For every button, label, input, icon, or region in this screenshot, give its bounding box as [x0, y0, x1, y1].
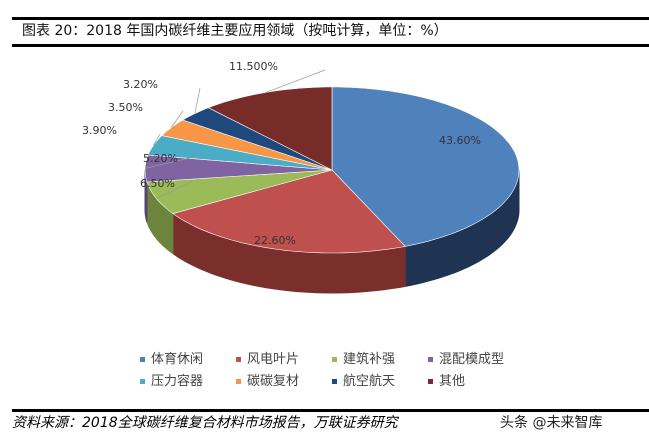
watermark: 头条 @未来智库 [500, 412, 603, 432]
data-label-3: 5.20% [143, 152, 178, 165]
data-label-0: 43.60% [439, 134, 481, 147]
legend-item: 压力容器 [140, 370, 236, 392]
legend-swatch [236, 357, 241, 362]
leader-line-2 [156, 180, 194, 199]
source-rule [12, 409, 649, 412]
leader-line-4 [153, 133, 161, 146]
title-rule [12, 44, 649, 47]
legend-item: 其他 [428, 370, 524, 392]
legend-item: 航空航天 [332, 370, 428, 392]
data-label-1: 22.60% [254, 234, 296, 247]
legend-item: 风电叶片 [236, 348, 332, 370]
legend-swatch [332, 379, 337, 384]
legend-label: 压力容器 [151, 374, 204, 389]
top-rule [12, 17, 649, 20]
legend-swatch [140, 379, 145, 384]
legend-item: 碳碳复材 [236, 370, 332, 392]
legend-label: 航空航天 [343, 374, 396, 389]
leader-line-7 [265, 69, 326, 93]
legend-label: 混配模成型 [439, 352, 505, 367]
legend-swatch [140, 357, 145, 362]
legend-label: 体育休闲 [151, 352, 204, 367]
legend-label: 碳碳复材 [247, 374, 300, 389]
legend-swatch [332, 357, 337, 362]
pie-chart: 43.60% 22.60% 6.50% 5.20% 3.90% 3.50% 3.20% 11.… [82, 60, 520, 294]
legend-swatch [428, 357, 433, 362]
data-label-4: 3.90% [82, 124, 117, 137]
data-label-2: 6.50% [140, 177, 175, 190]
pie-slice-1 [172, 169, 406, 254]
pie-slice-4 [147, 135, 333, 171]
data-label-7: 11.500% [229, 60, 278, 73]
legend: 体育休闲 风电叶片 建筑补强 混配模成型压力容器 碳碳复材 航空航天 其他 [140, 348, 560, 392]
legend-swatch [428, 379, 433, 384]
leader-line-6 [194, 87, 201, 114]
leader-line-3 [144, 155, 199, 169]
data-label-5: 3.50% [108, 101, 143, 114]
legend-label: 其他 [439, 374, 466, 389]
pie-slice-0 [331, 86, 520, 247]
legend-label: 建筑补强 [343, 352, 396, 367]
legend-swatch [236, 379, 241, 384]
figure-title: 图表 20：2018 年国内碳纤维主要应用领域（按吨计算，单位：%） [22, 23, 448, 39]
source-note: 资料来源：2018全球碳纤维复合材料市场报告，万联证券研究 [12, 415, 398, 431]
legend-item: 体育休闲 [140, 348, 236, 370]
legend-label: 风电叶片 [247, 352, 300, 367]
legend-item: 建筑补强 [332, 348, 428, 370]
legend-item: 混配模成型 [428, 348, 524, 370]
leader-line-5 [171, 110, 184, 128]
data-label-6: 3.20% [123, 78, 158, 91]
